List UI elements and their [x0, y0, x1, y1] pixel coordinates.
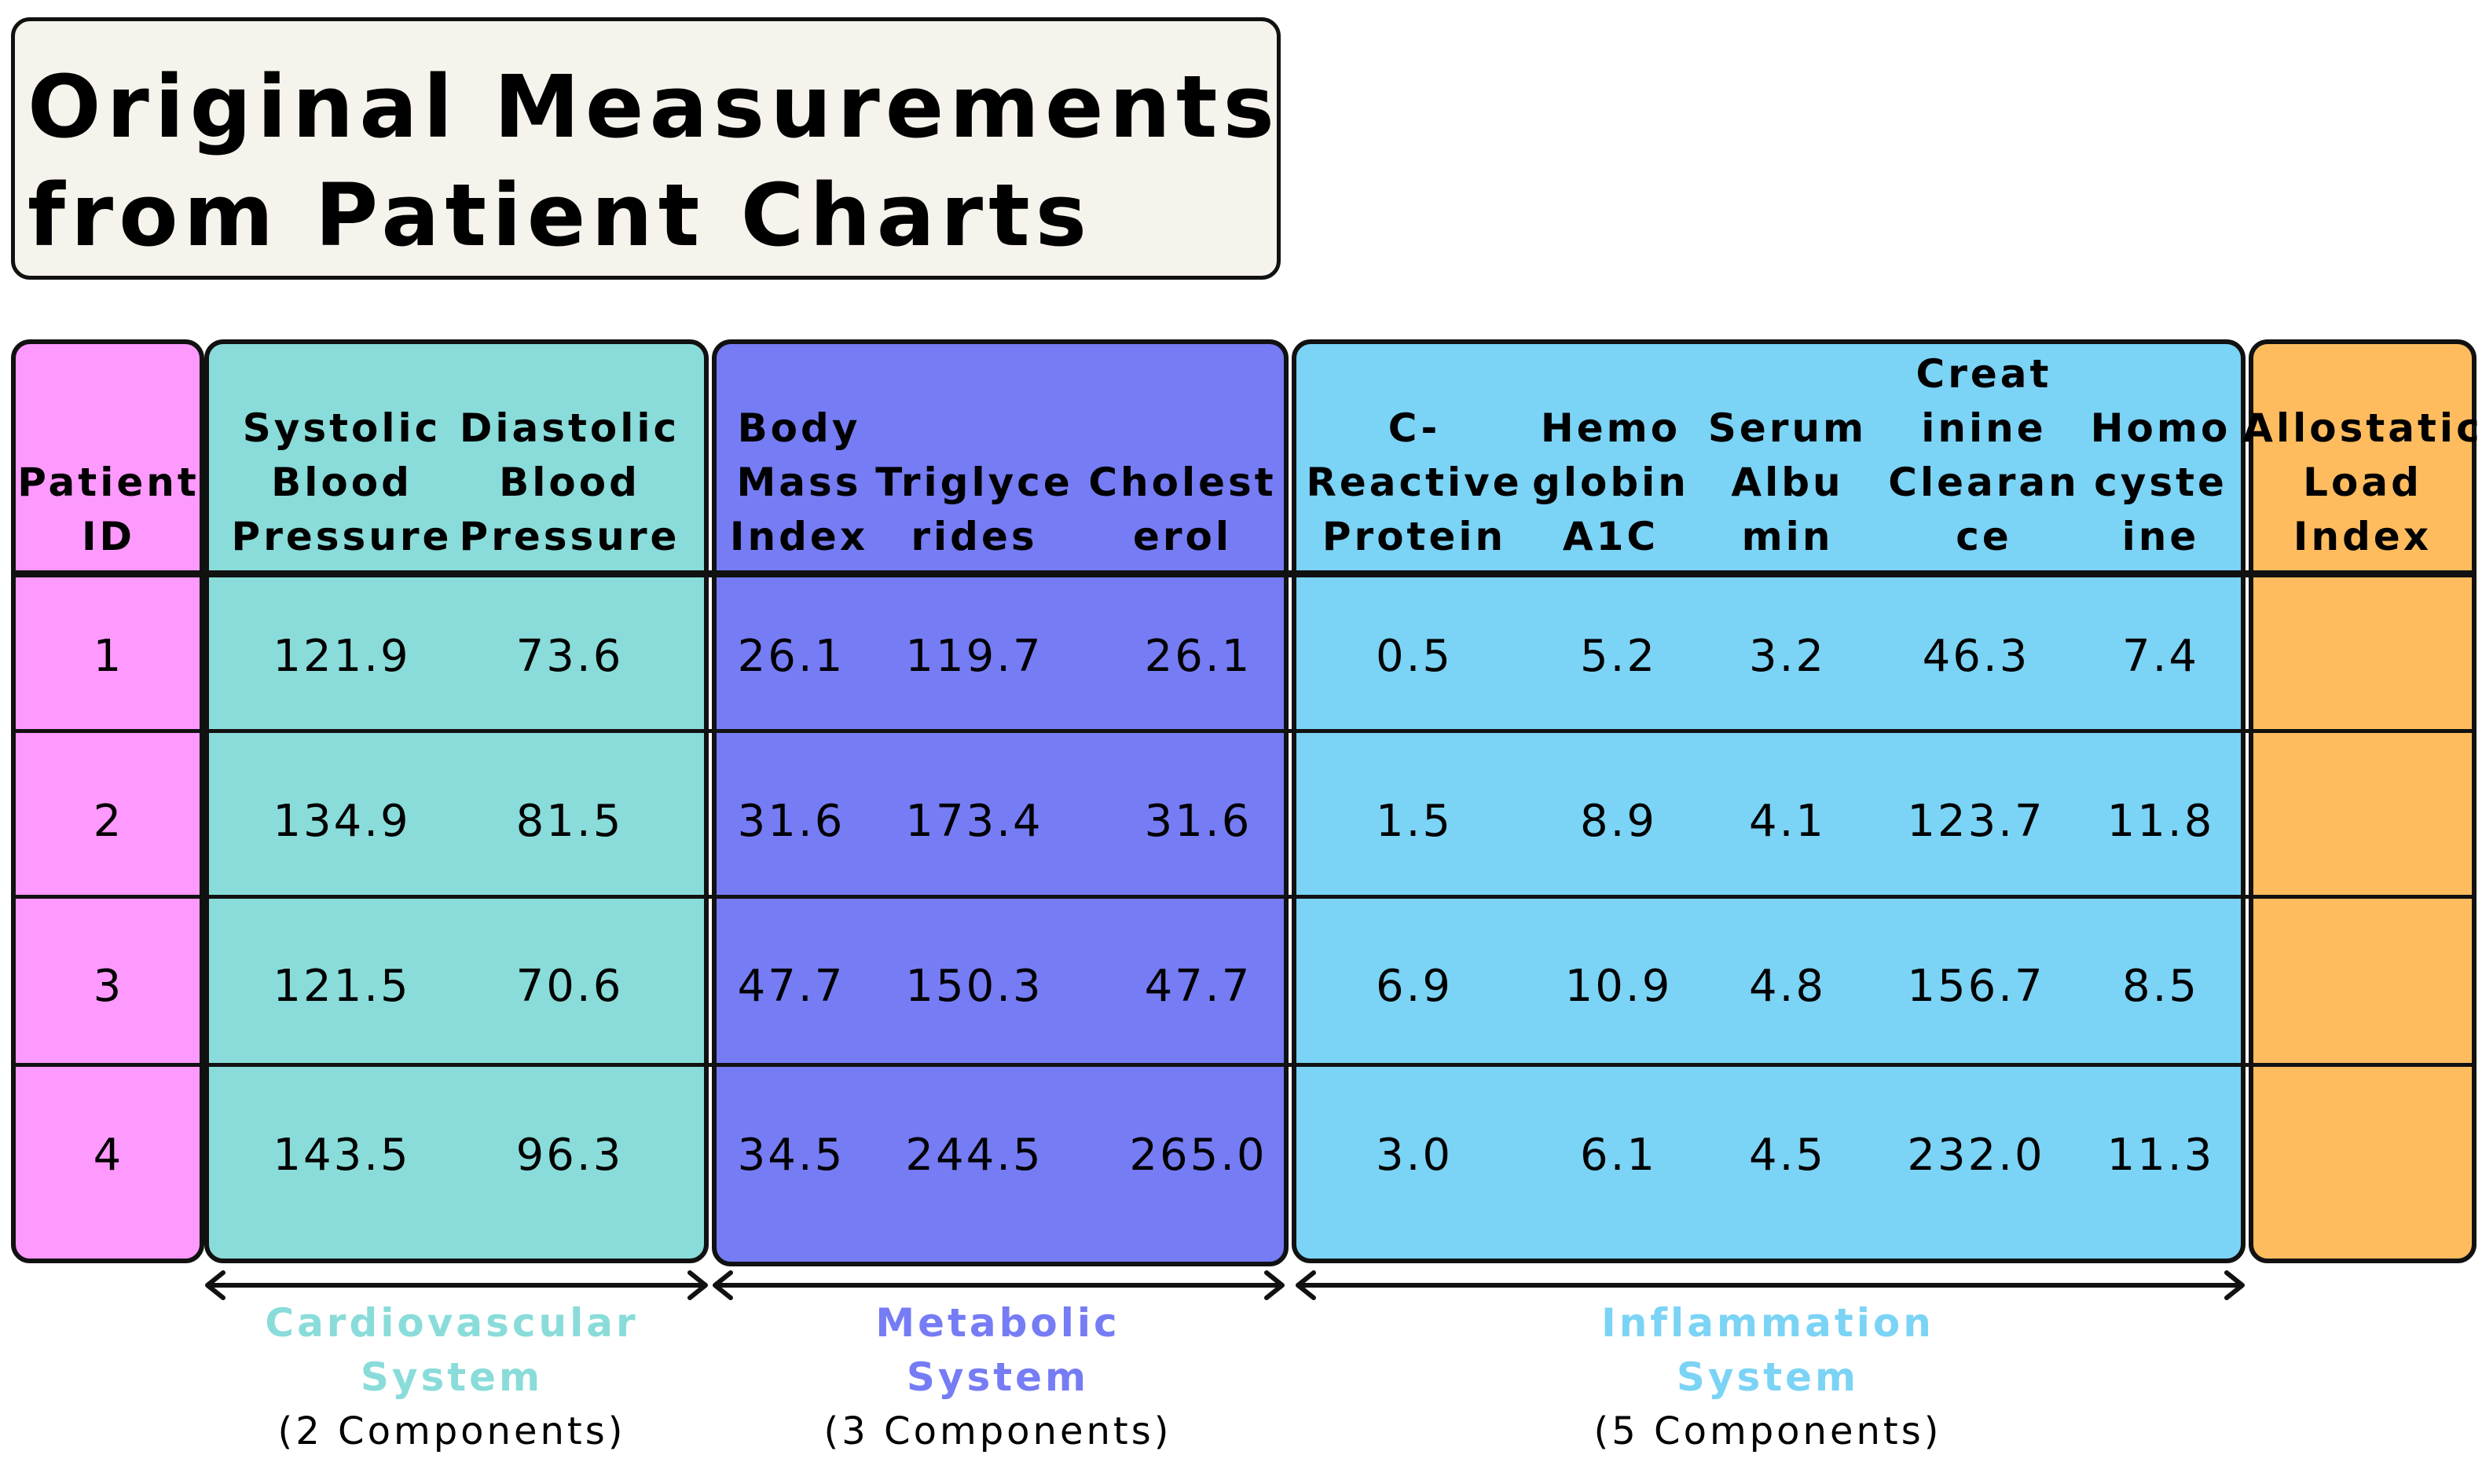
cardiovascular-panel [204, 339, 709, 1263]
cell-triglycerides: 150.3 [905, 960, 1043, 1012]
header-bmi: Body Mass Index [729, 405, 869, 559]
cell-bmi: 47.7 [737, 960, 845, 1012]
cell-serum-albumin: 3.2 [1748, 630, 1827, 682]
cell-allostatic-load-index [2249, 742, 2477, 900]
cell-cholesterol: 31.6 [1144, 795, 1252, 847]
cell-patient-id: 2 [93, 795, 124, 847]
cardiovascular-group-label: Cardiovascular System (2 Components) [212, 1296, 691, 1459]
header-patient-id: Patient ID [17, 460, 200, 559]
header-divider [11, 570, 2477, 577]
cell-homocysteine: 11.8 [2106, 795, 2215, 847]
cell-creatinine-clearance: 232.0 [1907, 1129, 2045, 1181]
cell-bmi: 26.1 [737, 630, 845, 682]
group-count: (5 Components) [1593, 1409, 1942, 1453]
cell-serum-albumin: 4.5 [1748, 1129, 1827, 1181]
group-name: Inflammation System [1601, 1300, 1934, 1400]
cell-bmi: 34.5 [737, 1129, 845, 1181]
cell-allostatic-load-index [2249, 577, 2477, 735]
cell-serum-albumin: 4.8 [1748, 960, 1827, 1012]
header-creatinine-clearance: Creat inine Clearan ce [1888, 351, 2080, 559]
cell-systolic-bp: 143.5 [273, 1129, 411, 1181]
metabolic-panel [712, 339, 1289, 1266]
header-triglycerides: Triglyce rides [875, 460, 1073, 559]
cell-diastolic-bp: 73.6 [515, 630, 624, 682]
metabolic-group-label: Metabolic System (3 Components) [723, 1296, 1273, 1459]
row-divider [11, 729, 2477, 733]
group-name: Metabolic System [875, 1300, 1120, 1400]
header-hemoglobin-a1c: Hemo globin A1C [1532, 405, 1689, 559]
header-systolic-bp: Systolic Blood Pressure [231, 405, 453, 559]
cell-systolic-bp: 134.9 [273, 795, 411, 847]
cell-cholesterol: 47.7 [1144, 960, 1252, 1012]
cell-c-reactive-protein: 0.5 [1375, 630, 1454, 682]
inflammation-panel [1292, 339, 2246, 1263]
header-c-reactive-protein: C- Reactive Protein [1306, 405, 1523, 559]
cell-c-reactive-protein: 3.0 [1375, 1129, 1454, 1181]
page-title-line-2: from Patient Charts [27, 165, 1093, 266]
cell-patient-id: 1 [93, 630, 124, 682]
cell-diastolic-bp: 81.5 [515, 795, 624, 847]
inflammation-group-label: Inflammation System (5 Components) [1461, 1296, 2074, 1459]
cell-triglycerides: 244.5 [905, 1129, 1043, 1181]
cell-patient-id: 3 [93, 960, 124, 1012]
cell-systolic-bp: 121.9 [273, 630, 411, 682]
cell-homocysteine: 11.3 [2106, 1129, 2215, 1181]
cell-c-reactive-protein: 6.9 [1375, 960, 1454, 1012]
group-name: Cardiovascular System [265, 1300, 639, 1400]
group-count: (3 Components) [823, 1409, 1172, 1453]
cell-creatinine-clearance: 123.7 [1907, 795, 2045, 847]
row-divider [11, 895, 2477, 899]
cell-bmi: 31.6 [737, 795, 845, 847]
header-homocysteine: Homo cyste ine [2090, 405, 2231, 559]
header-diastolic-bp: Diastolic Blood Pressure [459, 405, 680, 559]
cell-c-reactive-protein: 1.5 [1375, 795, 1454, 847]
cell-allostatic-load-index [2249, 907, 2477, 1064]
metabolic-span-arrow-icon [710, 1262, 1287, 1309]
cell-systolic-bp: 121.5 [273, 960, 411, 1012]
group-count: (2 Components) [277, 1409, 626, 1453]
cell-homocysteine: 8.5 [2121, 960, 2200, 1012]
cell-hemoglobin-a1c: 10.9 [1564, 960, 1673, 1012]
cell-allostatic-load-index [2249, 1076, 2477, 1233]
patient-id-panel [11, 339, 204, 1263]
header-cholesterol: Cholest erol [1088, 460, 1277, 559]
cell-triglycerides: 119.7 [905, 630, 1043, 682]
title-box: Original Measurements from Patient Chart… [11, 17, 1281, 280]
header-allostatic-load-index: Allostatic Load Index [2242, 405, 2482, 559]
cardiovascular-span-arrow-icon [203, 1262, 710, 1309]
cell-creatinine-clearance: 46.3 [1922, 630, 2030, 682]
cell-creatinine-clearance: 156.7 [1907, 960, 2045, 1012]
inflammation-span-arrow-icon [1293, 1262, 2247, 1309]
row-divider [11, 1063, 2477, 1067]
cell-cholesterol: 265.0 [1129, 1129, 1267, 1181]
page-title-line-1: Original Measurements [27, 57, 1280, 157]
cell-cholesterol: 26.1 [1144, 630, 1252, 682]
cell-hemoglobin-a1c: 8.9 [1579, 795, 1658, 847]
cell-homocysteine: 7.4 [2121, 630, 2200, 682]
cell-triglycerides: 173.4 [905, 795, 1043, 847]
allostatic-panel [2249, 339, 2477, 1263]
header-serum-albumin: Serum Albu min [1707, 405, 1868, 559]
cell-patient-id: 4 [93, 1129, 124, 1181]
cell-diastolic-bp: 96.3 [515, 1129, 624, 1181]
cell-diastolic-bp: 70.6 [515, 960, 624, 1012]
cell-hemoglobin-a1c: 5.2 [1579, 630, 1658, 682]
cell-serum-albumin: 4.1 [1748, 795, 1827, 847]
cell-hemoglobin-a1c: 6.1 [1579, 1129, 1658, 1181]
